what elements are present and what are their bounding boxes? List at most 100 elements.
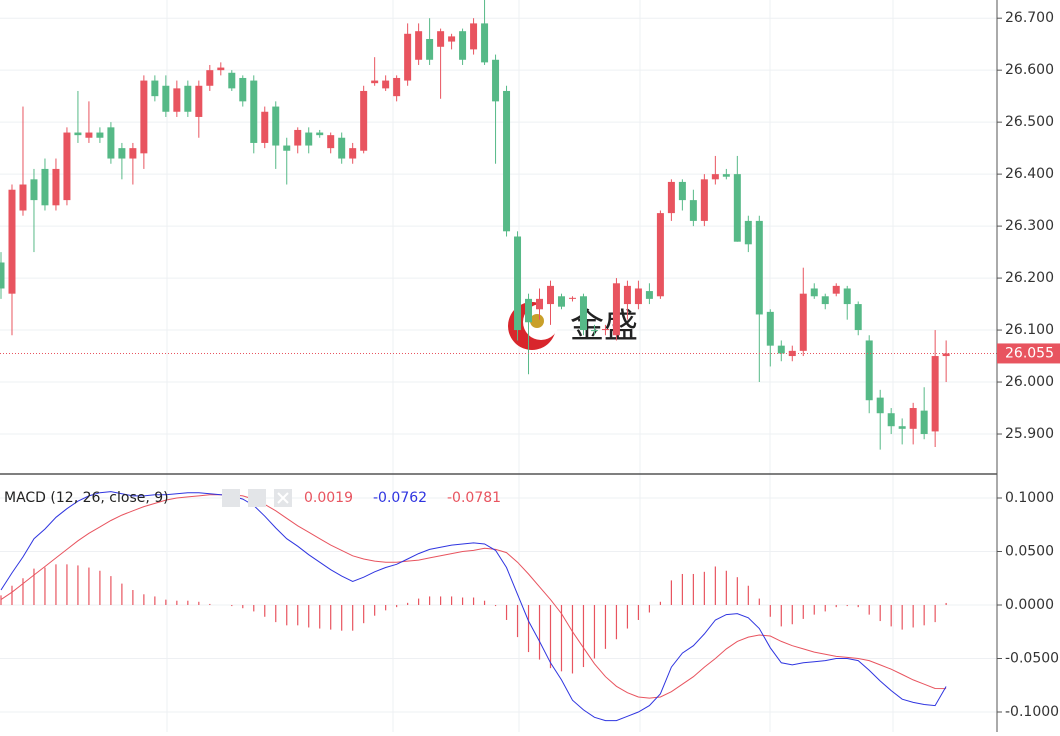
candle-body: [8, 189, 16, 294]
candle-body: [557, 296, 565, 307]
candle-body: [722, 174, 730, 177]
candle-body: [689, 200, 697, 221]
candle-body: [656, 213, 664, 297]
candle-body: [371, 80, 379, 84]
candle-body: [700, 179, 708, 221]
candle-body: [217, 67, 225, 71]
candle-body: [448, 36, 456, 42]
y-tick-label: 26.100: [1005, 322, 1054, 338]
candle-body: [481, 23, 489, 63]
candle-body: [832, 285, 840, 294]
candle-body: [239, 77, 247, 102]
candle-body: [854, 304, 862, 331]
candle-body: [645, 291, 653, 299]
y-tick-label: 0.0500: [1005, 544, 1054, 560]
candle-body: [52, 168, 60, 206]
candle-body: [272, 106, 280, 146]
candle-body: [360, 90, 368, 151]
y-tick-label: 26.500: [1005, 114, 1054, 130]
y-tick-label: -0.0500: [1005, 650, 1059, 666]
candle-body: [667, 181, 675, 214]
settings-button[interactable]: [248, 489, 266, 507]
candle-body: [898, 426, 906, 429]
candle-body: [766, 311, 774, 346]
candle-body: [799, 293, 807, 351]
candle-body: [404, 33, 412, 81]
candle-body: [283, 145, 291, 151]
candle-body: [459, 31, 467, 60]
candle-body: [568, 297, 576, 299]
candle-body: [514, 236, 522, 331]
candle-body: [470, 23, 478, 50]
candle-body: [590, 330, 598, 332]
indicator-buttons: [222, 489, 292, 507]
y-tick-label: 0.0000: [1005, 597, 1054, 613]
candle-body: [250, 80, 258, 143]
macd-value: -0.0762: [373, 490, 427, 506]
candle-body: [327, 135, 335, 149]
candle-body: [63, 132, 71, 201]
candle-body: [393, 77, 401, 97]
candle-body: [206, 70, 214, 86]
candle-body: [887, 413, 895, 427]
candle-body: [107, 127, 115, 159]
candle-body: [601, 329, 609, 331]
candle-body: [173, 88, 181, 112]
candle-body: [503, 90, 511, 232]
last-price-label: 26.055: [1005, 345, 1054, 361]
y-tick-label: 26.700: [1005, 10, 1054, 26]
candle-body: [492, 59, 500, 102]
candle-body: [810, 288, 818, 297]
y-tick-label: 26.600: [1005, 62, 1054, 78]
y-tick-label: 0.1000: [1005, 490, 1054, 506]
signal-value: -0.0781: [447, 490, 501, 506]
candle-body: [261, 111, 269, 143]
candle-body: [415, 31, 423, 60]
close-icon: [277, 492, 289, 504]
last-price-box: [997, 343, 1060, 364]
signal-line: [0, 494, 947, 699]
candle-body: [579, 296, 587, 331]
candle-body: [316, 132, 324, 136]
candle-body: [777, 345, 785, 354]
y-tick-label: 25.900: [1005, 426, 1054, 442]
candle-body: [865, 340, 873, 401]
hide-button[interactable]: [222, 489, 240, 507]
candle-body: [118, 148, 126, 159]
candle-body: [140, 80, 148, 154]
candle-body: [41, 168, 49, 206]
candle-body: [228, 72, 236, 89]
candle-body: [195, 85, 203, 117]
candle-body: [129, 148, 137, 159]
y-tick-label: 26.200: [1005, 270, 1054, 286]
candle-body: [19, 184, 27, 211]
candle-body: [305, 132, 313, 146]
candle-body: [294, 129, 302, 146]
y-tick-label: 26.400: [1005, 166, 1054, 182]
candle-body: [711, 174, 719, 180]
logo-dot: [530, 314, 544, 328]
candle-body: [931, 356, 939, 432]
candle-body: [162, 85, 170, 112]
candle-body: [536, 298, 544, 310]
indicator-title: MACD (12, 26, close, 9): [4, 490, 169, 506]
candle-body: [0, 262, 5, 289]
candle-body: [85, 132, 93, 138]
candle-body: [151, 80, 159, 97]
candle-body: [942, 353, 950, 357]
candle-body: [547, 285, 554, 305]
candle-body: [821, 296, 829, 305]
candle-body: [909, 408, 917, 429]
candle-body: [437, 31, 445, 47]
candle-body: [74, 132, 82, 136]
candle-body: [876, 397, 884, 414]
plot: 金盛: [0, 0, 997, 722]
candle-body: [634, 288, 642, 305]
candle-body: [30, 179, 38, 201]
histogram-value: 0.0019: [304, 490, 353, 506]
y-tick-label: -0.1000: [1005, 704, 1059, 720]
candle-body: [382, 80, 390, 89]
candle-body: [184, 85, 192, 112]
